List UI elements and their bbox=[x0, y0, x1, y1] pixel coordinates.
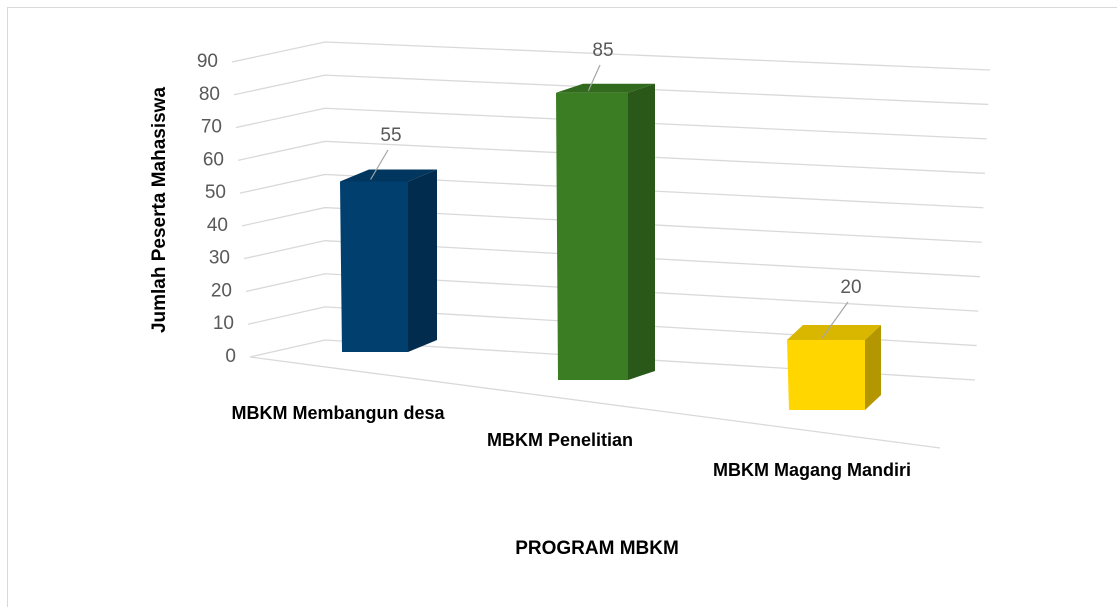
x-tick-label: MBKM Membangun desa bbox=[231, 403, 445, 423]
y-tick-label: 0 bbox=[225, 346, 236, 367]
grid-line bbox=[241, 206, 982, 243]
value-label: 20 bbox=[840, 277, 861, 298]
y-tick-label: 80 bbox=[199, 84, 220, 105]
grid-line bbox=[245, 273, 979, 312]
y-tick-label: 10 bbox=[213, 313, 234, 334]
x-axis-title: PROGRAM MBKM bbox=[515, 538, 679, 559]
grid-line bbox=[231, 41, 991, 71]
x-tick-label: MBKM Penelitian bbox=[486, 430, 633, 450]
bar-front bbox=[340, 181, 408, 352]
grid-line bbox=[249, 339, 976, 381]
x-tick-label: MBKM Magang Mandiri bbox=[713, 460, 911, 480]
grid-line bbox=[233, 74, 989, 106]
bar-top bbox=[787, 325, 881, 340]
bar-front bbox=[787, 340, 865, 410]
grid-line bbox=[247, 306, 977, 347]
bar bbox=[787, 325, 881, 410]
bar bbox=[556, 83, 655, 380]
y-tick-label: 50 bbox=[205, 182, 226, 203]
y-tick-label: 70 bbox=[201, 117, 222, 138]
bar-side bbox=[408, 169, 437, 352]
value-label: 55 bbox=[380, 125, 401, 146]
bar-side bbox=[628, 83, 655, 380]
y-tick-label: 90 bbox=[197, 51, 218, 72]
leader-line bbox=[821, 301, 849, 339]
value-label: 85 bbox=[592, 40, 613, 61]
grid-line bbox=[243, 240, 981, 278]
leader-line bbox=[587, 64, 601, 91]
bar-top bbox=[340, 169, 437, 182]
grid-line bbox=[237, 140, 986, 174]
bar-front bbox=[556, 92, 628, 380]
y-tick-label: 20 bbox=[211, 280, 232, 301]
grid-line bbox=[239, 173, 984, 209]
y-axis-title: Jumlah Peserta Mahasiswa bbox=[149, 87, 170, 333]
floor-edge bbox=[249, 356, 941, 449]
chart-frame bbox=[7, 7, 1117, 607]
bar bbox=[340, 169, 437, 352]
bar-side bbox=[865, 325, 881, 410]
y-tick-label: 60 bbox=[203, 149, 224, 170]
leader-line bbox=[370, 149, 389, 180]
y-tick-label: 30 bbox=[209, 248, 230, 269]
bar-top bbox=[556, 83, 655, 93]
y-tick-label: 40 bbox=[207, 215, 228, 236]
grid-line bbox=[235, 107, 987, 140]
